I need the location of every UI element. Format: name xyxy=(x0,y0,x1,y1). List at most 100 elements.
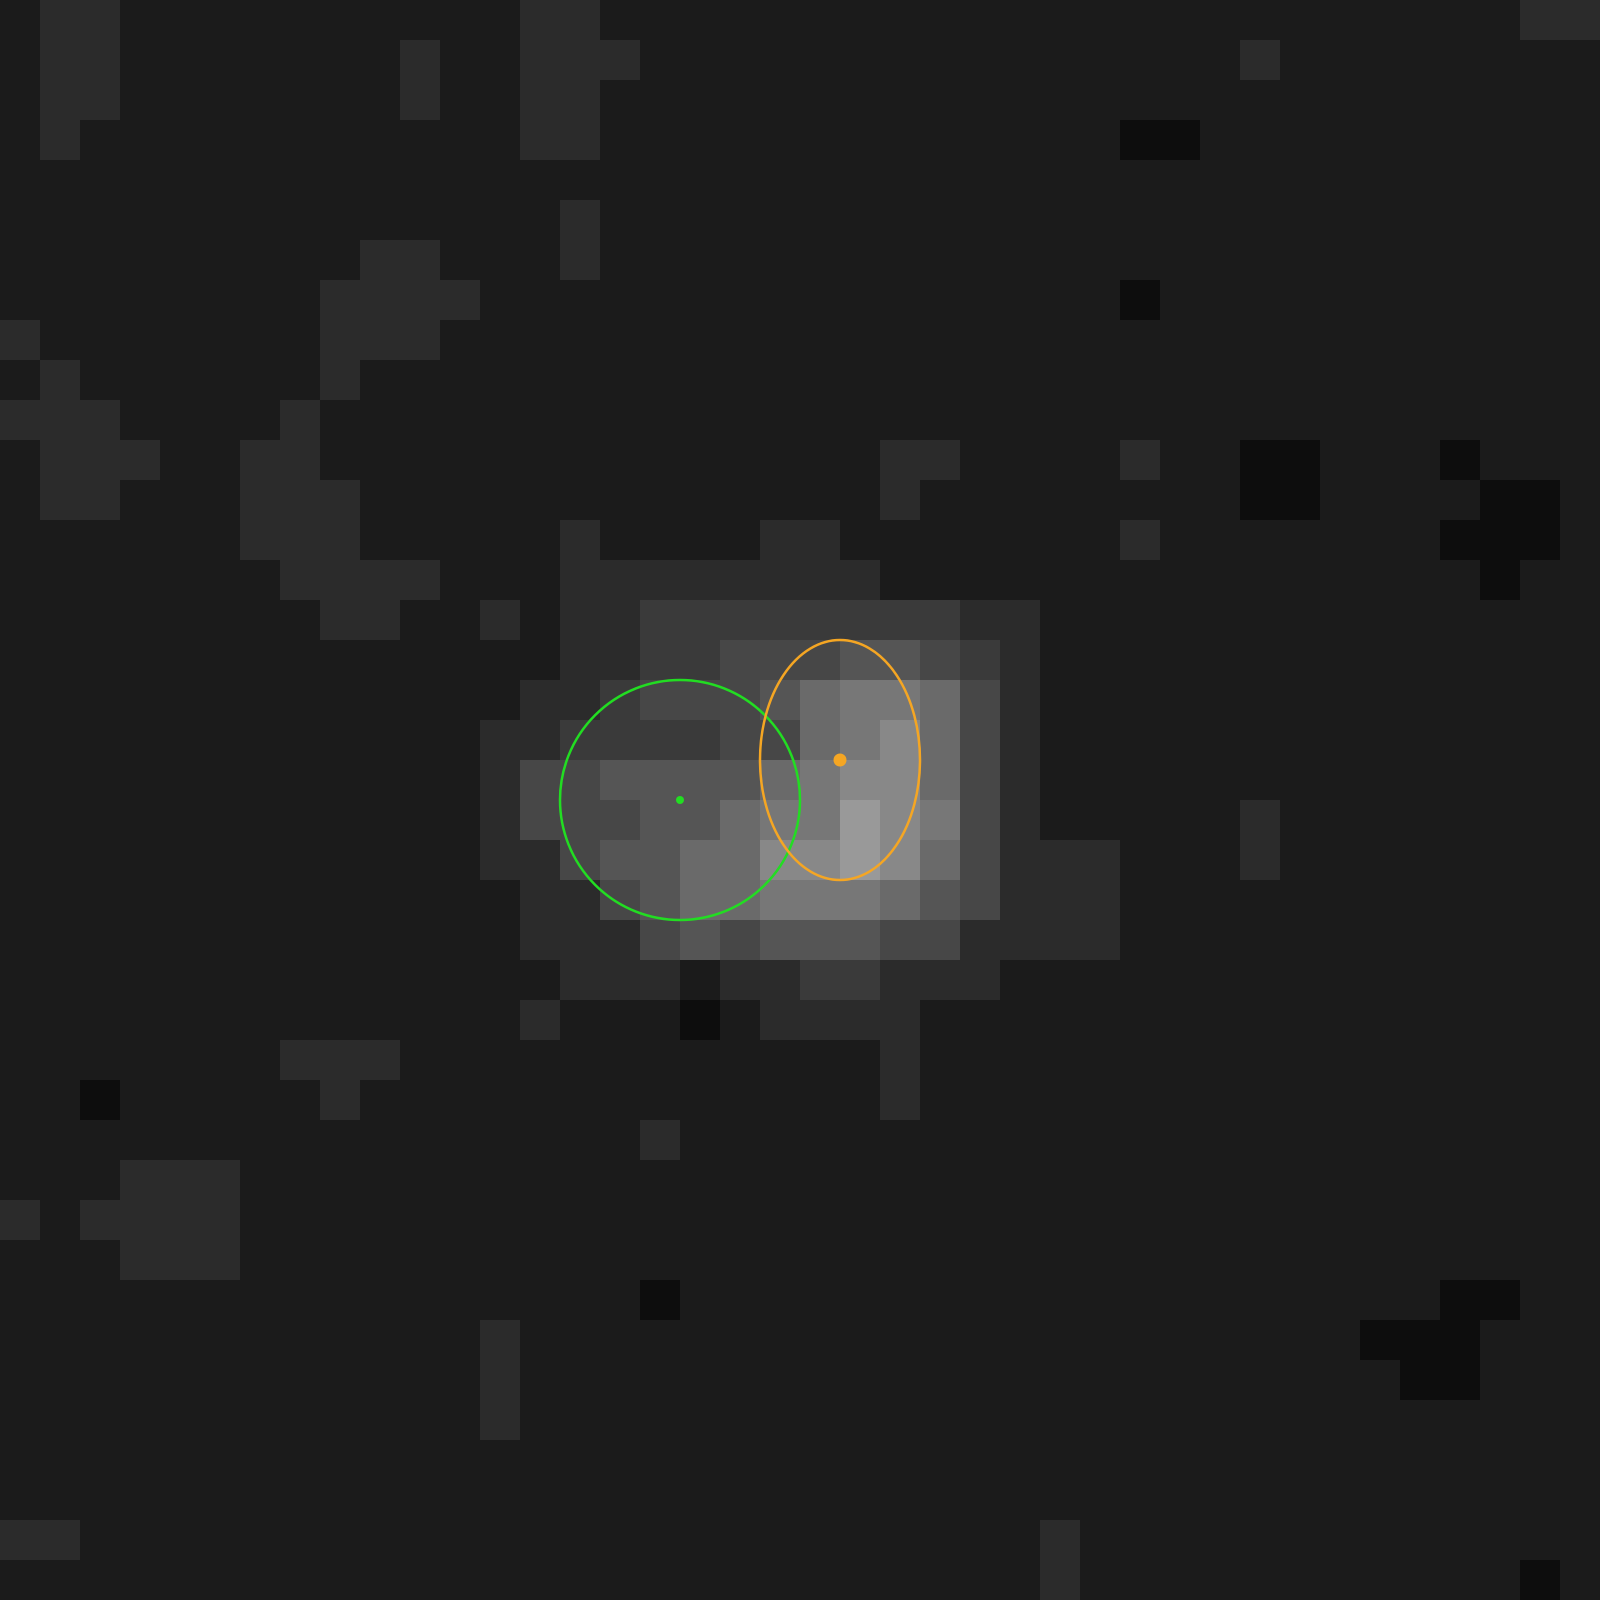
pixel xyxy=(960,960,1000,1000)
pixel xyxy=(1120,520,1160,560)
pixel xyxy=(1000,800,1040,840)
pixel xyxy=(40,120,80,160)
pixel xyxy=(600,960,640,1000)
pixel xyxy=(1520,0,1600,40)
pixel xyxy=(680,760,720,800)
pixel xyxy=(40,440,160,480)
pixel xyxy=(800,840,840,880)
pixel xyxy=(520,680,560,720)
pixel xyxy=(40,480,120,520)
pixel xyxy=(600,760,640,800)
pixel xyxy=(760,840,800,880)
pixel xyxy=(880,640,920,680)
pixel xyxy=(680,640,720,680)
pixel xyxy=(1080,840,1120,880)
pixel xyxy=(920,760,960,800)
pixel xyxy=(240,440,320,480)
pixel xyxy=(880,920,920,960)
pixel xyxy=(560,800,600,840)
pixel xyxy=(880,760,920,800)
pixel xyxy=(520,760,560,800)
pixel xyxy=(640,960,680,1000)
pixel xyxy=(480,720,520,760)
pixel xyxy=(280,560,440,600)
pixel xyxy=(880,480,920,520)
green-center xyxy=(676,796,684,804)
pixel xyxy=(680,800,720,840)
pixel xyxy=(800,960,840,1000)
pixel xyxy=(960,720,1000,760)
pixel xyxy=(560,960,600,1000)
pixel xyxy=(1040,1520,1080,1600)
pixel xyxy=(760,1000,800,1040)
pixel xyxy=(640,600,680,640)
pixel xyxy=(240,480,360,560)
pixel xyxy=(640,920,680,960)
pixel xyxy=(560,720,600,760)
pixel xyxy=(920,800,960,840)
pixel xyxy=(960,680,1000,720)
pixel xyxy=(680,920,720,960)
pixel xyxy=(600,680,640,720)
pixel xyxy=(840,600,880,640)
pixel xyxy=(920,720,960,760)
pixel xyxy=(520,880,560,920)
pixel xyxy=(800,720,840,760)
pixel xyxy=(1440,1280,1520,1320)
pixel xyxy=(1360,1320,1480,1360)
pixel xyxy=(920,840,960,880)
pixel xyxy=(520,1000,560,1040)
pixel xyxy=(720,800,760,840)
pixel xyxy=(840,800,880,840)
pixel xyxy=(880,720,920,760)
pixel xyxy=(1480,560,1520,600)
pixel xyxy=(1000,760,1040,800)
pixel xyxy=(40,0,120,120)
pixel xyxy=(720,640,760,680)
pixel xyxy=(760,920,800,960)
pixel xyxy=(320,320,440,360)
pixel xyxy=(960,600,1000,640)
pixel xyxy=(840,720,880,760)
pixel xyxy=(280,400,320,440)
pixel xyxy=(320,360,360,400)
pixel xyxy=(480,800,520,840)
pixel xyxy=(680,1000,720,1040)
pixel xyxy=(840,560,880,600)
pixel xyxy=(1000,880,1040,920)
pixel xyxy=(520,720,560,760)
pixel xyxy=(720,560,760,600)
pixel xyxy=(800,640,840,680)
pixel xyxy=(560,920,600,960)
pixel xyxy=(840,920,880,960)
pixel xyxy=(800,600,840,640)
pixel xyxy=(320,600,400,640)
pixel xyxy=(560,560,600,600)
overlays xyxy=(558,638,922,922)
pixel xyxy=(920,640,960,680)
pixel xyxy=(1120,280,1160,320)
pixel xyxy=(1240,800,1280,880)
pixel xyxy=(720,960,760,1000)
pixel xyxy=(1240,440,1320,520)
pixel xyxy=(960,880,1000,920)
pixel xyxy=(600,600,640,640)
pixel xyxy=(720,880,760,920)
pixel xyxy=(640,680,680,720)
pixel xyxy=(1040,840,1080,880)
pixel xyxy=(320,280,480,320)
pixel xyxy=(880,1000,920,1040)
pixel xyxy=(960,640,1000,680)
pixel xyxy=(760,960,800,1000)
pixel xyxy=(640,1280,680,1320)
pixel xyxy=(360,240,440,280)
pixel xyxy=(280,1040,400,1080)
pixel xyxy=(1080,880,1120,920)
pixel xyxy=(760,600,800,640)
pixel xyxy=(1000,920,1040,960)
pixel xyxy=(800,800,840,840)
pixel xyxy=(920,920,960,960)
pixel xyxy=(880,600,920,640)
